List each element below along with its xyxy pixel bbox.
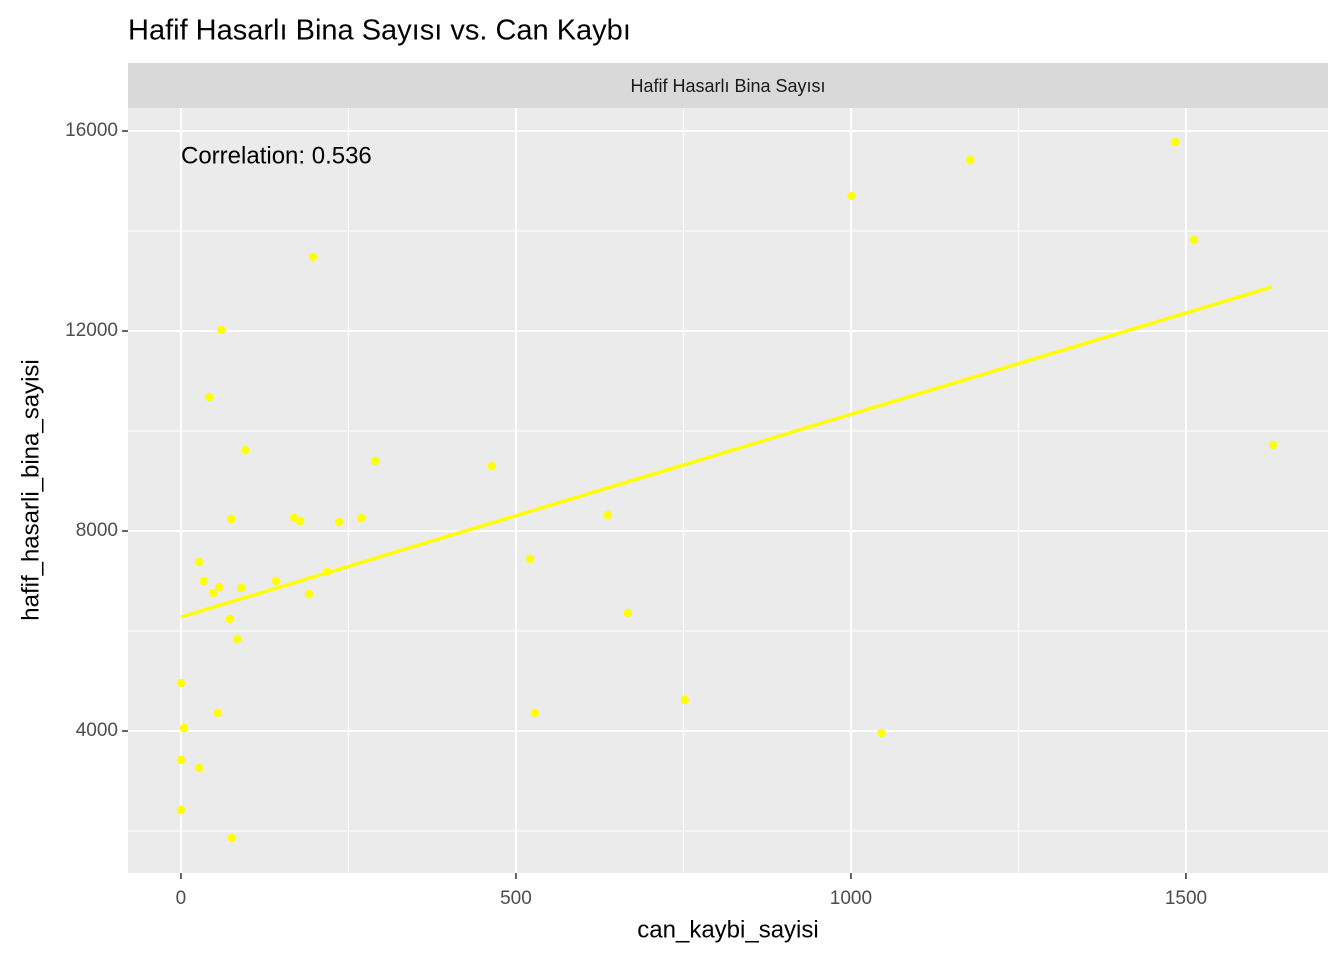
point: [308, 252, 318, 262]
point: [295, 516, 305, 526]
point: [194, 763, 204, 773]
point: [356, 513, 366, 523]
x-axis-title: can_kaybi_sayisi: [637, 916, 818, 943]
point: [176, 805, 186, 815]
point: [304, 589, 314, 599]
y-tick-label: 12000: [65, 320, 118, 341]
point: [225, 614, 235, 624]
point: [334, 517, 344, 527]
point: [1189, 235, 1199, 245]
y-tick-label: 8000: [76, 520, 118, 541]
y-axis-title: hafif_hasarli_bina_sayisi: [17, 359, 44, 621]
point: [680, 695, 689, 705]
chart-title: Hafif Hasarlı Bina Sayısı vs. Can Kaybı: [128, 15, 631, 47]
panel: [128, 108, 1328, 873]
point: [241, 445, 250, 455]
point: [530, 708, 539, 718]
y-tick-label: 16000: [65, 120, 118, 141]
point: [487, 461, 497, 471]
point: [208, 588, 218, 598]
point: [226, 514, 236, 524]
annotation: Correlation: 0.536: [181, 142, 372, 169]
y-tick-label: 4000: [76, 720, 118, 741]
point: [876, 728, 886, 738]
point: [204, 392, 214, 402]
point: [227, 833, 237, 843]
point: [216, 325, 226, 335]
trend-line: [180, 285, 1273, 619]
x-tick-label: 0: [176, 888, 187, 909]
facet-strip: [128, 63, 1328, 108]
point: [214, 582, 224, 592]
point: [966, 155, 975, 165]
point: [1268, 440, 1278, 450]
point: [525, 554, 535, 564]
x-tick-label: 1000: [830, 888, 872, 909]
point: [271, 576, 281, 586]
facet-label: Hafif Hasarlı Bina Sayısı: [630, 76, 825, 96]
point: [371, 456, 380, 466]
point: [603, 510, 612, 520]
point: [623, 608, 633, 618]
point: [176, 678, 186, 688]
point: [1171, 137, 1180, 147]
x-tick-label: 1500: [1165, 888, 1207, 909]
point: [233, 634, 242, 644]
point: [194, 557, 204, 567]
point: [179, 723, 189, 733]
point: [199, 576, 208, 586]
point: [176, 755, 186, 765]
x-tick-label: 500: [500, 888, 532, 909]
point: [237, 583, 246, 593]
point: [847, 191, 856, 201]
point: [213, 708, 222, 718]
